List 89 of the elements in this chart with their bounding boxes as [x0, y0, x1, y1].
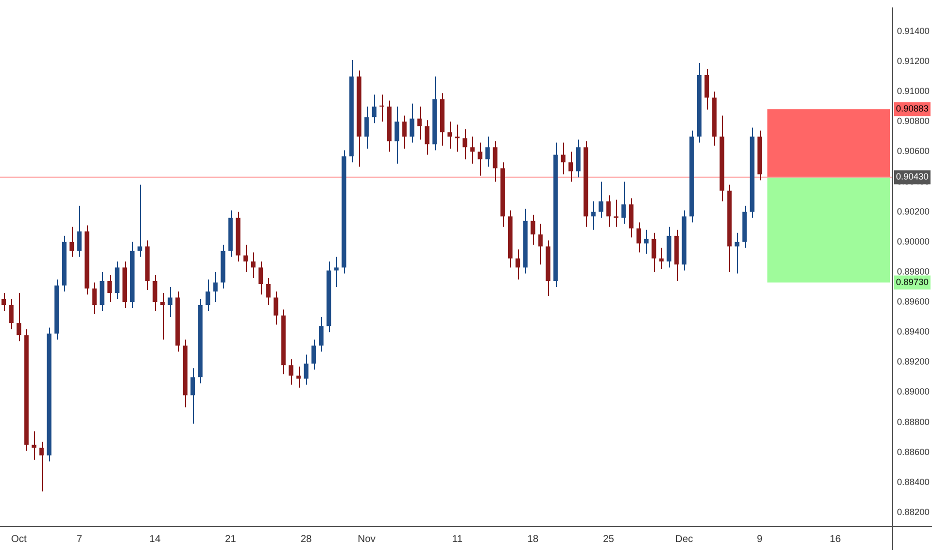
candlestick: [424, 120, 430, 156]
candlestick: [516, 248, 520, 280]
y-tick-label: 0.91400: [897, 26, 930, 36]
candlestick: [364, 106, 369, 150]
candlestick: [485, 136, 490, 168]
candlestick: [394, 106, 400, 164]
candlestick: [659, 247, 664, 270]
y-tick-label: 0.89600: [897, 296, 930, 307]
candlestick: [621, 181, 626, 224]
candlestick: [402, 115, 407, 150]
candlestick: [319, 316, 324, 352]
candlestick: [704, 68, 710, 110]
candlestick: [213, 271, 218, 303]
candlestick: [138, 184, 142, 258]
candlestick: [206, 278, 210, 312]
candlestick: [379, 94, 384, 122]
y-tick-label: 0.90200: [897, 206, 930, 216]
candlestick: [455, 124, 460, 152]
x-tick-label: 21: [224, 534, 237, 545]
y-tick-label: 0.88200: [897, 506, 930, 517]
x-tick-label: Dec: [675, 534, 694, 545]
candlestick: [107, 274, 112, 303]
y-tick-label: 0.91000: [897, 86, 930, 96]
y-tick-label: 0.88800: [897, 416, 930, 427]
candlestick: [92, 282, 97, 315]
candlestick: [190, 368, 196, 424]
x-tick-label: 14: [149, 534, 161, 545]
candlestick: [410, 103, 414, 144]
candlestick: [606, 194, 611, 228]
ref-line-label: 0.90430: [896, 172, 929, 182]
candlestick: [2, 292, 6, 312]
band-label: 0.90883: [896, 104, 929, 114]
candlestick: [258, 260, 264, 296]
candlestick: [288, 358, 294, 386]
y-tick-label: 0.88400: [897, 476, 930, 487]
y-tick-label: 0.89400: [897, 326, 930, 337]
candlestick: [304, 354, 308, 386]
candlestick: [560, 142, 566, 175]
candlestick: [160, 292, 165, 340]
y-tick-label: 0.90000: [897, 236, 930, 246]
candlestick: [591, 200, 596, 230]
x-tick-label: 7: [76, 534, 83, 545]
band-label: 0.89730: [896, 276, 929, 287]
candlestick: [243, 244, 248, 272]
candlestick: [250, 252, 256, 278]
y-tick-label: 0.90800: [897, 116, 930, 126]
candlestick: [644, 229, 649, 254]
candlestick: [16, 292, 22, 342]
y-tick-label: 0.90600: [897, 146, 930, 156]
x-tick-label: 18: [527, 534, 539, 545]
candlestick: [311, 339, 316, 370]
y-tick-label: 0.91200: [897, 56, 930, 66]
candlestick: [598, 181, 604, 218]
y-tick-label: 0.89200: [897, 356, 930, 367]
candlestick: [614, 199, 618, 228]
x-tick-label: 25: [602, 534, 615, 545]
candlestick: [274, 291, 278, 326]
candlestick: [296, 366, 301, 388]
candlestick: [470, 136, 475, 164]
candlestick: [462, 128, 468, 160]
candlestick: [9, 298, 14, 330]
candlestick: [334, 256, 339, 288]
candlestick: [478, 142, 482, 176]
candlestick: [636, 222, 642, 253]
candlestick: [448, 121, 452, 150]
x-tick-label: 9: [756, 534, 763, 545]
candlestick: [70, 226, 74, 258]
x-tick-label: 11: [452, 534, 463, 545]
x-tick-label: 28: [300, 534, 312, 545]
candlestick: [266, 277, 271, 306]
candlestick: [168, 286, 172, 318]
x-tick-label: 16: [830, 534, 842, 545]
y-tick-label: 0.89800: [897, 266, 930, 276]
candlestick: [417, 106, 422, 140]
candlestick: [734, 232, 740, 274]
candlestick: [538, 223, 543, 265]
candlestick: [568, 151, 573, 182]
candlestick: [152, 274, 158, 312]
y-tick-label: 0.89000: [897, 386, 930, 397]
candlestick: [492, 140, 498, 182]
candlestick: [372, 94, 376, 124]
candlestick: [77, 205, 82, 258]
y-tick-label: 0.88600: [897, 446, 930, 457]
x-tick-label: Nov: [358, 534, 376, 545]
candlestick: [530, 214, 536, 246]
candlestick: [32, 430, 36, 460]
x-tick-label: Oct: [11, 534, 27, 545]
candlestick: [39, 441, 44, 492]
candlestick: [652, 232, 656, 272]
